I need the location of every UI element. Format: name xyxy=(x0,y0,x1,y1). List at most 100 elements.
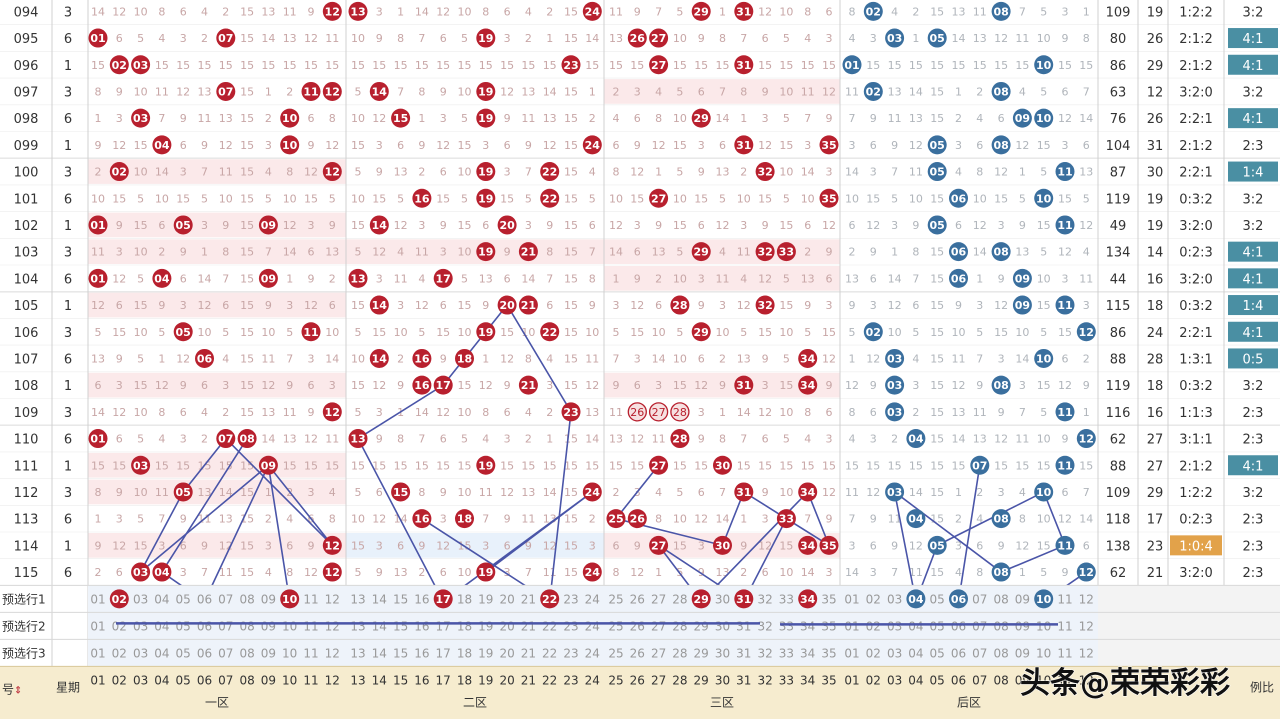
select-number[interactable]: 08 xyxy=(993,619,1008,633)
select-number[interactable]: 34 xyxy=(800,646,815,660)
select-number[interactable]: 04 xyxy=(154,619,169,633)
select-number[interactable]: 19 xyxy=(478,592,493,606)
select-number[interactable]: 08 xyxy=(993,646,1008,660)
select-number[interactable]: 11 xyxy=(303,592,318,606)
select-number[interactable]: 06 xyxy=(197,619,212,633)
select-number[interactable]: 34 xyxy=(800,619,815,633)
select-number[interactable]: 23 xyxy=(563,646,578,660)
select-number[interactable]: 01 xyxy=(844,646,859,660)
select-number[interactable]: 20 xyxy=(499,619,514,633)
select-number[interactable]: 05 xyxy=(176,646,191,660)
select-number[interactable]: 12 xyxy=(325,592,340,606)
select-number[interactable]: 03 xyxy=(887,646,902,660)
select-number[interactable]: 09 xyxy=(1015,592,1030,606)
select-number[interactable]: 11 xyxy=(1057,592,1072,606)
select-number[interactable]: 06 xyxy=(951,646,966,660)
select-number[interactable]: 27 xyxy=(651,619,666,633)
select-number[interactable]: 10 xyxy=(282,646,297,660)
select-number[interactable]: 19 xyxy=(478,619,493,633)
select-number[interactable]: 13 xyxy=(350,592,365,606)
select-number[interactable]: 11 xyxy=(1057,646,1072,660)
select-number[interactable]: 22 xyxy=(542,619,557,633)
select-number[interactable]: 03 xyxy=(133,592,148,606)
select-number[interactable]: 14 xyxy=(372,646,387,660)
select-number[interactable]: 28 xyxy=(672,592,687,606)
select-number[interactable]: 16 xyxy=(414,646,429,660)
select-number[interactable]: 01 xyxy=(844,592,859,606)
select-number[interactable]: 02 xyxy=(866,619,881,633)
select-number[interactable]: 30 xyxy=(715,619,730,633)
select-number[interactable]: 11 xyxy=(1057,619,1072,633)
select-number[interactable]: 08 xyxy=(239,646,254,660)
select-number[interactable]: 18 xyxy=(457,619,472,633)
select-number[interactable]: 03 xyxy=(133,646,148,660)
select-number[interactable]: 33 xyxy=(779,646,794,660)
select-number[interactable]: 17 xyxy=(436,619,451,633)
select-number[interactable]: 14 xyxy=(372,619,387,633)
select-number[interactable]: 09 xyxy=(1015,619,1030,633)
select-number[interactable]: 35 xyxy=(821,619,836,633)
select-number[interactable]: 33 xyxy=(779,619,794,633)
select-number[interactable]: 12 xyxy=(1079,592,1094,606)
select-row-label[interactable]: 预选行3 xyxy=(2,646,46,660)
select-number[interactable]: 02 xyxy=(112,619,127,633)
select-number[interactable]: 25 xyxy=(608,646,623,660)
select-number[interactable]: 31 xyxy=(736,619,751,633)
select-number[interactable]: 09 xyxy=(261,592,276,606)
select-row-label[interactable]: 预选行2 xyxy=(2,619,46,633)
select-number[interactable]: 23 xyxy=(563,619,578,633)
select-number[interactable]: 26 xyxy=(630,646,645,660)
select-number[interactable]: 15 xyxy=(393,646,408,660)
select-number[interactable]: 10 xyxy=(1036,619,1051,633)
select-number[interactable]: 14 xyxy=(372,592,387,606)
select-number[interactable]: 01 xyxy=(90,592,105,606)
select-number[interactable]: 09 xyxy=(261,646,276,660)
select-number[interactable]: 02 xyxy=(112,646,127,660)
select-number[interactable]: 21 xyxy=(521,619,536,633)
select-number[interactable]: 18 xyxy=(457,592,472,606)
select-number[interactable]: 04 xyxy=(908,646,923,660)
select-number[interactable]: 32 xyxy=(757,592,772,606)
select-number[interactable]: 22 xyxy=(542,646,557,660)
select-number[interactable]: 31 xyxy=(736,646,751,660)
select-number[interactable]: 27 xyxy=(651,646,666,660)
select-number[interactable]: 07 xyxy=(218,619,233,633)
select-number[interactable]: 30 xyxy=(715,646,730,660)
select-number[interactable]: 28 xyxy=(672,646,687,660)
select-number[interactable]: 29 xyxy=(694,646,709,660)
select-number[interactable]: 08 xyxy=(239,592,254,606)
select-number[interactable]: 09 xyxy=(1015,646,1030,660)
select-number[interactable]: 05 xyxy=(176,592,191,606)
select-number[interactable]: 19 xyxy=(478,646,493,660)
select-number[interactable]: 06 xyxy=(197,646,212,660)
select-number[interactable]: 02 xyxy=(866,646,881,660)
select-number[interactable]: 07 xyxy=(218,592,233,606)
select-number[interactable]: 25 xyxy=(608,619,623,633)
select-number[interactable]: 15 xyxy=(393,619,408,633)
select-number[interactable]: 33 xyxy=(779,592,794,606)
select-number[interactable]: 05 xyxy=(930,646,945,660)
select-number[interactable]: 30 xyxy=(715,592,730,606)
select-number[interactable]: 24 xyxy=(585,646,600,660)
select-number[interactable]: 06 xyxy=(951,619,966,633)
select-number[interactable]: 12 xyxy=(1079,619,1094,633)
select-number[interactable]: 26 xyxy=(630,592,645,606)
select-number[interactable]: 05 xyxy=(930,619,945,633)
select-number[interactable]: 23 xyxy=(563,592,578,606)
select-number[interactable]: 20 xyxy=(499,646,514,660)
select-number[interactable]: 27 xyxy=(651,592,666,606)
select-number[interactable]: 24 xyxy=(585,592,600,606)
select-number[interactable]: 21 xyxy=(521,592,536,606)
select-number[interactable]: 01 xyxy=(90,646,105,660)
select-number[interactable]: 04 xyxy=(154,592,169,606)
select-number[interactable]: 07 xyxy=(972,619,987,633)
sort-updown-icon[interactable]: ⇕ xyxy=(14,685,22,696)
select-number[interactable]: 16 xyxy=(414,619,429,633)
select-number[interactable]: 26 xyxy=(630,619,645,633)
select-number[interactable]: 04 xyxy=(154,646,169,660)
select-number[interactable]: 11 xyxy=(303,646,318,660)
select-number[interactable]: 04 xyxy=(908,619,923,633)
select-number[interactable]: 02 xyxy=(866,592,881,606)
select-number[interactable]: 35 xyxy=(821,646,836,660)
select-number[interactable]: 07 xyxy=(972,646,987,660)
